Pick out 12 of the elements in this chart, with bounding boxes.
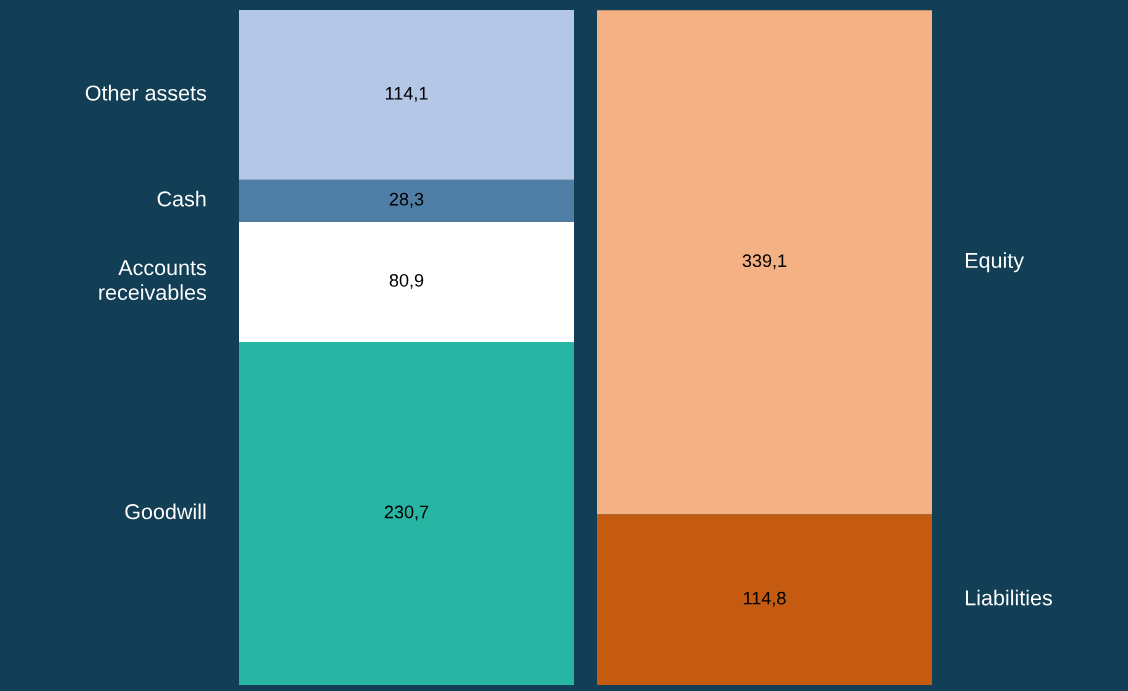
data-label: 80,9: [389, 273, 424, 289]
series-label: Liabilities: [965, 589, 1052, 606]
data-label: 114,1: [385, 87, 428, 102]
series-label: Accounts receivables: [99, 260, 207, 301]
data-label: 339,1: [742, 254, 787, 270]
series-label: Goodwill: [125, 503, 206, 520]
data-label: 230,7: [384, 505, 429, 521]
series-label: Cash: [157, 190, 206, 207]
series-label: Equity: [965, 252, 1025, 273]
data-label: 114,8: [743, 591, 786, 607]
series-label: Other assets: [85, 84, 207, 101]
data-label: 28,3: [389, 192, 424, 208]
